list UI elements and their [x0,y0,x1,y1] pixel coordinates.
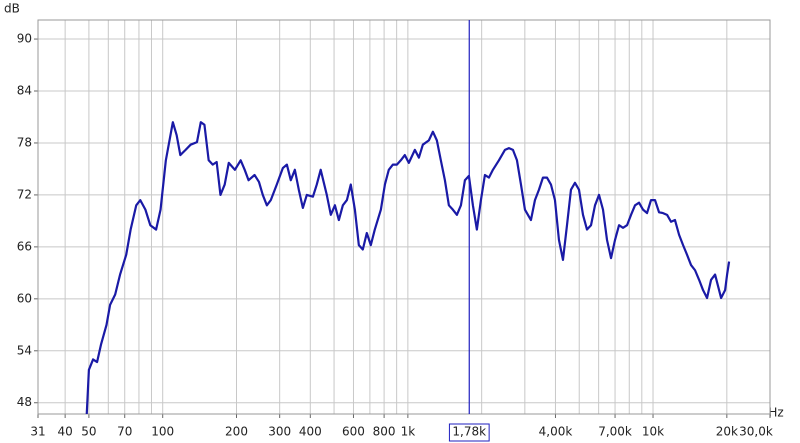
x-tick-label: 300 [268,425,291,439]
y-unit: dB [4,2,20,16]
y-tick-label: 60 [17,291,32,305]
y-tick-label: 48 [17,395,32,409]
x-tick-label: 7,00k [598,425,632,439]
response-curve [85,121,731,415]
x-unit: Hz [768,406,783,420]
x-tick-label: 800 [373,425,396,439]
y-tick-label: 72 [17,187,32,201]
y-tick-label: 54 [17,343,32,357]
x-tick-label: 400 [299,425,322,439]
x-tick-label: 100 [151,425,174,439]
x-tick-label: 1k [401,425,416,439]
x-tick-label: 30,0k [739,425,773,439]
cursor-label: 1,78k [448,423,490,442]
x-tick-label: 50 [81,425,96,439]
y-tick-label: 66 [17,239,32,253]
cursor-label-text: 1,78k [452,425,486,439]
x-tick-label: 40 [57,425,72,439]
cursor-label-box [448,423,490,442]
x-tick-label: 20k [716,425,738,439]
x-tick-label: 10k [642,425,664,439]
x-tick-label: 4,00k [539,425,573,439]
y-tick-label: 84 [17,84,32,98]
x-tick-label: 31 [30,425,45,439]
x-tick-label: 200 [225,425,248,439]
x-tick-label: 600 [342,425,365,439]
plot-border [37,19,771,415]
y-tick-label: 78 [17,135,32,149]
y-tick-label: 90 [17,32,32,46]
x-tick-label: 70 [117,425,132,439]
